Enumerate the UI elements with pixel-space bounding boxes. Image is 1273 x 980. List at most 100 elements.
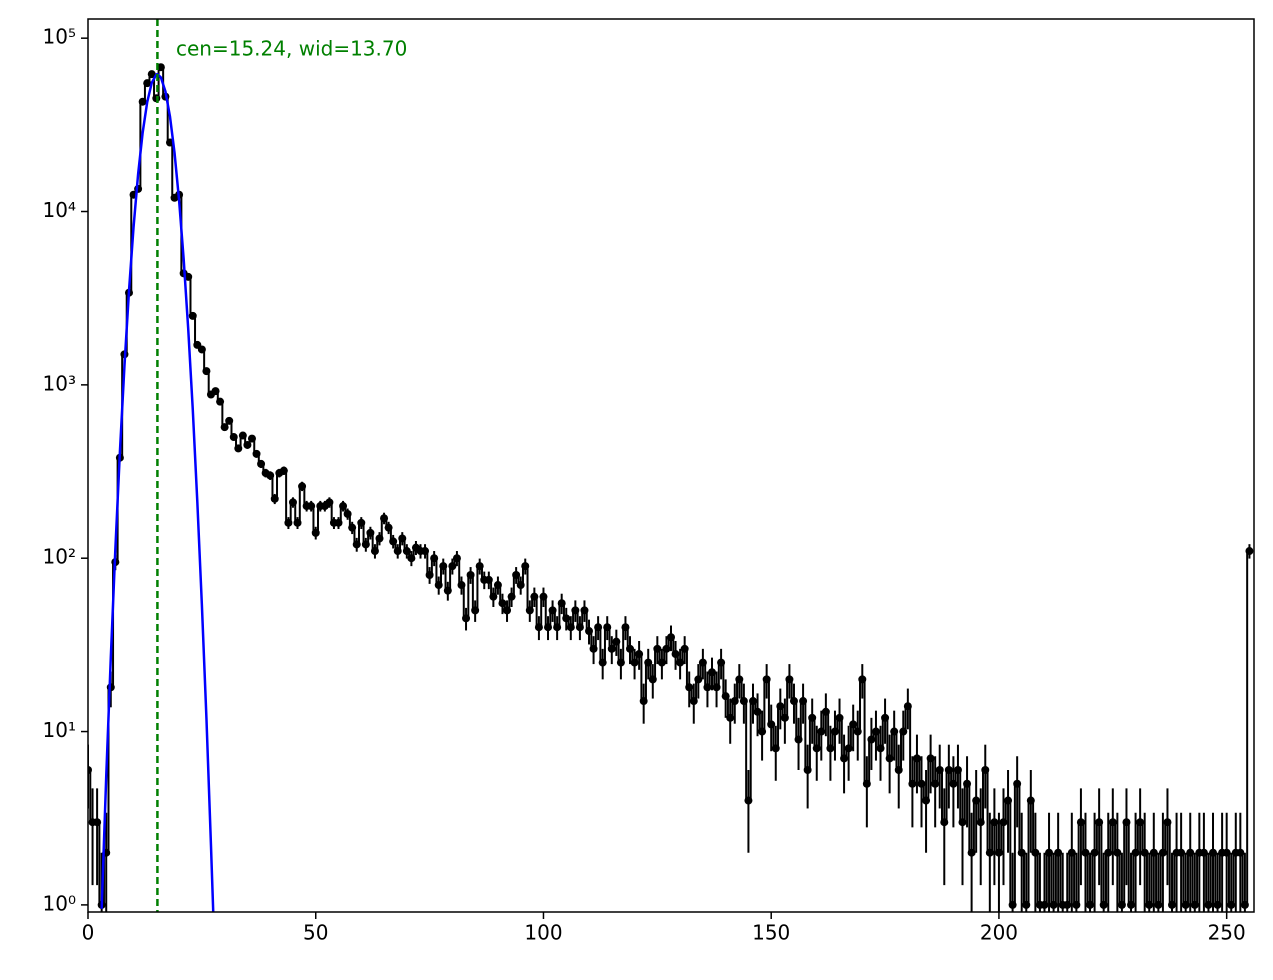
data-point bbox=[143, 79, 152, 88]
data-point bbox=[1099, 900, 1108, 909]
data-point bbox=[840, 754, 849, 763]
step-line bbox=[189, 276, 196, 317]
data-point bbox=[252, 449, 261, 458]
data-point bbox=[908, 779, 917, 788]
data-point bbox=[220, 423, 229, 432]
data-point bbox=[689, 697, 698, 706]
data-point bbox=[1177, 848, 1186, 857]
data-point bbox=[671, 650, 680, 659]
data-point bbox=[712, 683, 721, 692]
data-point bbox=[885, 754, 894, 763]
data-point bbox=[707, 668, 716, 677]
data-point bbox=[229, 433, 238, 442]
data-point bbox=[735, 675, 744, 684]
data-point bbox=[748, 697, 757, 706]
data-point bbox=[953, 766, 962, 775]
data-point bbox=[1168, 900, 1177, 909]
data-point bbox=[1222, 848, 1231, 857]
data-point bbox=[211, 387, 220, 396]
data-point bbox=[858, 675, 867, 684]
data-point bbox=[352, 540, 361, 549]
data-point bbox=[475, 562, 484, 571]
data-point bbox=[234, 444, 243, 453]
data-point bbox=[1240, 900, 1249, 909]
data-point bbox=[311, 528, 320, 537]
data-point bbox=[266, 471, 275, 480]
data-point bbox=[1186, 848, 1195, 857]
data-point bbox=[1136, 818, 1145, 827]
data-point bbox=[612, 637, 621, 646]
x-tick-label: 250 bbox=[1208, 921, 1246, 945]
data-point bbox=[1204, 900, 1213, 909]
data-point bbox=[225, 416, 234, 425]
data-point bbox=[452, 554, 461, 563]
data-point bbox=[1095, 818, 1104, 827]
y-tick-label: 10¹ bbox=[43, 718, 76, 742]
plot-area bbox=[88, 19, 1254, 912]
data-point bbox=[370, 547, 379, 556]
data-point bbox=[985, 848, 994, 857]
data-point bbox=[516, 581, 525, 590]
data-point bbox=[407, 554, 416, 563]
data-point bbox=[767, 720, 776, 729]
data-point bbox=[603, 623, 612, 632]
data-point bbox=[188, 311, 197, 320]
y-tick-label: 10⁰ bbox=[43, 891, 76, 915]
data-point bbox=[922, 796, 931, 805]
data-point bbox=[789, 697, 798, 706]
data-point bbox=[963, 779, 972, 788]
data-point bbox=[503, 606, 512, 615]
data-point bbox=[147, 70, 156, 79]
data-point bbox=[1209, 848, 1218, 857]
data-point bbox=[507, 592, 516, 601]
data-point bbox=[912, 754, 921, 763]
data-point bbox=[862, 779, 871, 788]
data-point bbox=[1022, 900, 1031, 909]
x-tick-label: 50 bbox=[303, 921, 328, 945]
data-point bbox=[457, 581, 466, 590]
data-point bbox=[730, 697, 739, 706]
data-point bbox=[1131, 848, 1140, 857]
data-point bbox=[366, 528, 375, 537]
data-point bbox=[1045, 848, 1054, 857]
data-point bbox=[830, 727, 839, 736]
data-point bbox=[1181, 900, 1190, 909]
data-point bbox=[931, 779, 940, 788]
data-point bbox=[402, 547, 411, 556]
data-point bbox=[585, 627, 594, 636]
data-point bbox=[216, 397, 225, 406]
data-point bbox=[990, 818, 999, 827]
data-point bbox=[553, 623, 562, 632]
data-point bbox=[762, 675, 771, 684]
data-point bbox=[785, 675, 794, 684]
data-point bbox=[562, 614, 571, 623]
data-point bbox=[298, 482, 307, 491]
data-point bbox=[361, 540, 370, 549]
data-point bbox=[521, 562, 530, 571]
data-point bbox=[685, 683, 694, 692]
x-tick-label: 0 bbox=[82, 921, 95, 945]
step-line bbox=[1246, 550, 1250, 905]
data-point bbox=[434, 581, 443, 590]
data-point bbox=[899, 727, 908, 736]
data-point bbox=[594, 623, 603, 632]
data-point bbox=[758, 727, 767, 736]
data-point bbox=[1117, 900, 1126, 909]
data-point bbox=[589, 644, 598, 653]
data-point bbox=[539, 592, 548, 601]
data-point bbox=[156, 63, 165, 72]
data-point bbox=[999, 818, 1008, 827]
data-point bbox=[238, 431, 247, 440]
data-point bbox=[680, 644, 689, 653]
data-point bbox=[425, 571, 434, 580]
y-tick-label: 10⁵ bbox=[43, 25, 76, 49]
data-point bbox=[803, 766, 812, 775]
data-point bbox=[944, 766, 953, 775]
data-point bbox=[525, 606, 534, 615]
data-point bbox=[548, 606, 557, 615]
data-point bbox=[876, 744, 885, 753]
data-point bbox=[799, 697, 808, 706]
data-point bbox=[726, 713, 735, 722]
data-point bbox=[794, 735, 803, 744]
